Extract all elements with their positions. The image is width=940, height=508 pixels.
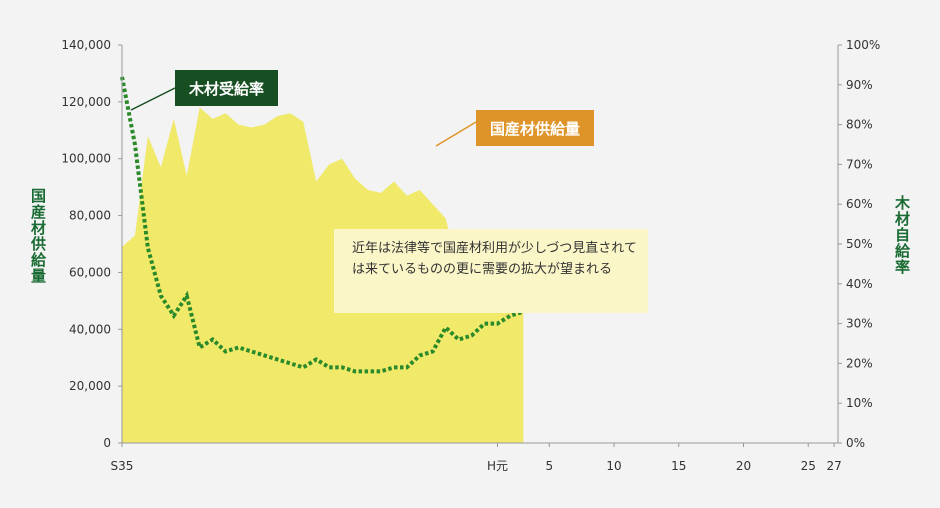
left-tick-label: 60,000	[69, 265, 111, 279]
left-axis-label: 国産材供給量	[29, 188, 47, 284]
left-tick-label: 80,000	[69, 209, 111, 223]
right-tick-label: 100%	[846, 38, 880, 52]
x-tick-label: 25	[801, 459, 816, 473]
left-tick-label: 140,000	[61, 38, 111, 52]
left-tick-label: 120,000	[61, 95, 111, 109]
right-tick-label: 20%	[846, 356, 873, 370]
supply-area	[122, 107, 524, 444]
right-tick-label: 30%	[846, 317, 873, 331]
right-tick-label: 10%	[846, 396, 873, 410]
callout-leaders	[130, 87, 477, 147]
left-tick-label: 20,000	[69, 379, 111, 393]
right-tick-label: 90%	[846, 78, 873, 92]
x-tick-label: 20	[736, 459, 751, 473]
x-tick-label: 5	[545, 459, 553, 473]
note-box: 近年は法律等で国産材利用が少しづつ見直されては来ているものの更に需要の拡大が望ま…	[334, 229, 648, 313]
right-tick-label: 80%	[846, 118, 873, 132]
x-tick-label: H元	[487, 459, 508, 473]
left-tick-label: 0	[103, 436, 111, 450]
left-tick-label: 100,000	[61, 152, 111, 166]
right-tick-label: 40%	[846, 277, 873, 291]
self-sufficiency-line	[120, 76, 524, 374]
x-axis-ticks: S35 H元 5 10 15 20 25 27	[111, 443, 842, 473]
self-sufficiency-callout: 木材受給率	[175, 70, 279, 106]
x-tick-label: S35	[111, 459, 134, 473]
x-tick-label: 10	[606, 459, 621, 473]
right-tick-label: 50%	[846, 237, 873, 251]
right-axis-label: 木材自給率	[893, 195, 911, 275]
x-tick-label: 27	[826, 459, 841, 473]
right-axis-ticks: 0% 10% 20% 30% 40% 50% 60% 70% 80% 90% 100%	[838, 38, 880, 450]
left-tick-label: 40,000	[69, 322, 111, 336]
supply-leader	[435, 121, 477, 147]
left-axis-ticks: 0 20,000 40,000 60,000 80,000 100,000 120,000 1…	[61, 38, 122, 450]
supply-callout: 国産材供給量	[476, 110, 595, 146]
right-tick-label: 70%	[846, 157, 873, 171]
self-sufficiency-leader	[130, 87, 176, 111]
right-tick-label: 0%	[846, 436, 865, 450]
right-tick-label: 60%	[846, 197, 873, 211]
x-tick-label: 15	[671, 459, 686, 473]
